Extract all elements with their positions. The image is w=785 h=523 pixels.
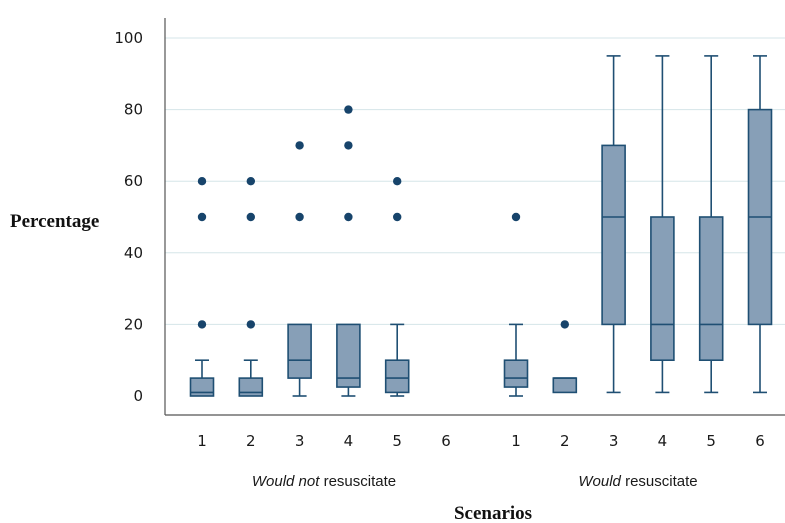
- outlier-point: [344, 212, 353, 222]
- outlier-point: [246, 320, 255, 329]
- iqr-box: [552, 377, 578, 394]
- x-tick-label: 2: [560, 432, 570, 450]
- y-tick-label: 40: [124, 244, 143, 262]
- y-tick-label: 100: [114, 29, 143, 47]
- outlier-point: [197, 177, 207, 186]
- iqr-box: [503, 359, 529, 388]
- iqr-box: [650, 216, 675, 361]
- group-labels: Would not resuscitate Would resuscitate: [252, 473, 698, 490]
- x-tick-label: 3: [609, 432, 619, 450]
- outlier-point: [246, 177, 255, 186]
- group-label: Would resuscitate: [578, 473, 697, 490]
- iqr-box: [698, 216, 724, 361]
- x-tick-label: 2: [246, 432, 256, 450]
- group-label-rest: resuscitate: [621, 473, 698, 490]
- box-plot-scenario-4: [336, 105, 361, 397]
- y-tick-label: 80: [124, 101, 143, 119]
- grid-lines: [165, 37, 785, 325]
- outlier-point: [511, 212, 521, 222]
- outlier-point: [246, 212, 255, 222]
- outlier-point: [344, 141, 353, 150]
- axes: [164, 18, 785, 416]
- iqr-box: [601, 144, 626, 326]
- group-label-italic: Would: [578, 473, 621, 490]
- y-axis-title: Percentage: [10, 211, 99, 232]
- group-label: Would not resuscitate: [252, 473, 396, 490]
- plot-area: [189, 55, 773, 397]
- x-tick-label: 6: [441, 432, 451, 450]
- outlier-point: [197, 320, 207, 329]
- outlier-point: [295, 141, 304, 150]
- outlier-point: [344, 105, 353, 114]
- iqr-box: [189, 377, 215, 397]
- box-plot-scenario-2: [238, 177, 264, 397]
- box-plot-scenario-3: [287, 141, 312, 397]
- box-plot-scenario-1: [189, 177, 215, 397]
- x-tick-labels: 1 2 3 4 5 6 1 2 3 4 5 6: [197, 432, 765, 450]
- iqr-box: [287, 323, 312, 379]
- x-tick-label: 4: [344, 432, 354, 450]
- box-plot-scenario-4: [650, 55, 675, 394]
- y-tick-label: 20: [124, 315, 143, 333]
- box-plot-scenario-2: [552, 320, 578, 394]
- x-tick-label: 3: [295, 432, 305, 450]
- box-plot-scenario-6: [747, 55, 773, 394]
- x-tick-label: 5: [392, 432, 402, 450]
- outlier-point: [295, 212, 304, 222]
- group-label-rest: resuscitate: [319, 473, 396, 490]
- box-plot-scenario-5: [384, 177, 410, 397]
- outlier-point: [393, 177, 402, 186]
- x-tick-label: 5: [706, 432, 716, 450]
- y-tick-label: 0: [133, 387, 143, 405]
- iqr-box: [238, 377, 264, 397]
- y-tick-label: 60: [124, 172, 143, 190]
- x-tick-label: 1: [511, 432, 521, 450]
- y-tick-labels: 0 20 40 60 80 100: [114, 29, 143, 405]
- x-tick-label: 4: [658, 432, 668, 450]
- outlier-point: [560, 320, 569, 329]
- outlier-point: [393, 212, 402, 222]
- iqr-box: [336, 323, 361, 388]
- outlier-point: [197, 212, 207, 222]
- x-tick-label: 6: [755, 432, 765, 450]
- box-plot-scenario-5: [698, 55, 724, 394]
- box-plot-scenario-1: [503, 212, 529, 397]
- group-label-italic: Would not: [252, 473, 320, 490]
- x-tick-label: 1: [197, 432, 207, 450]
- iqr-box: [384, 359, 410, 394]
- box-plot-scenario-3: [601, 55, 626, 394]
- x-axis-title: Scenarios: [454, 503, 532, 523]
